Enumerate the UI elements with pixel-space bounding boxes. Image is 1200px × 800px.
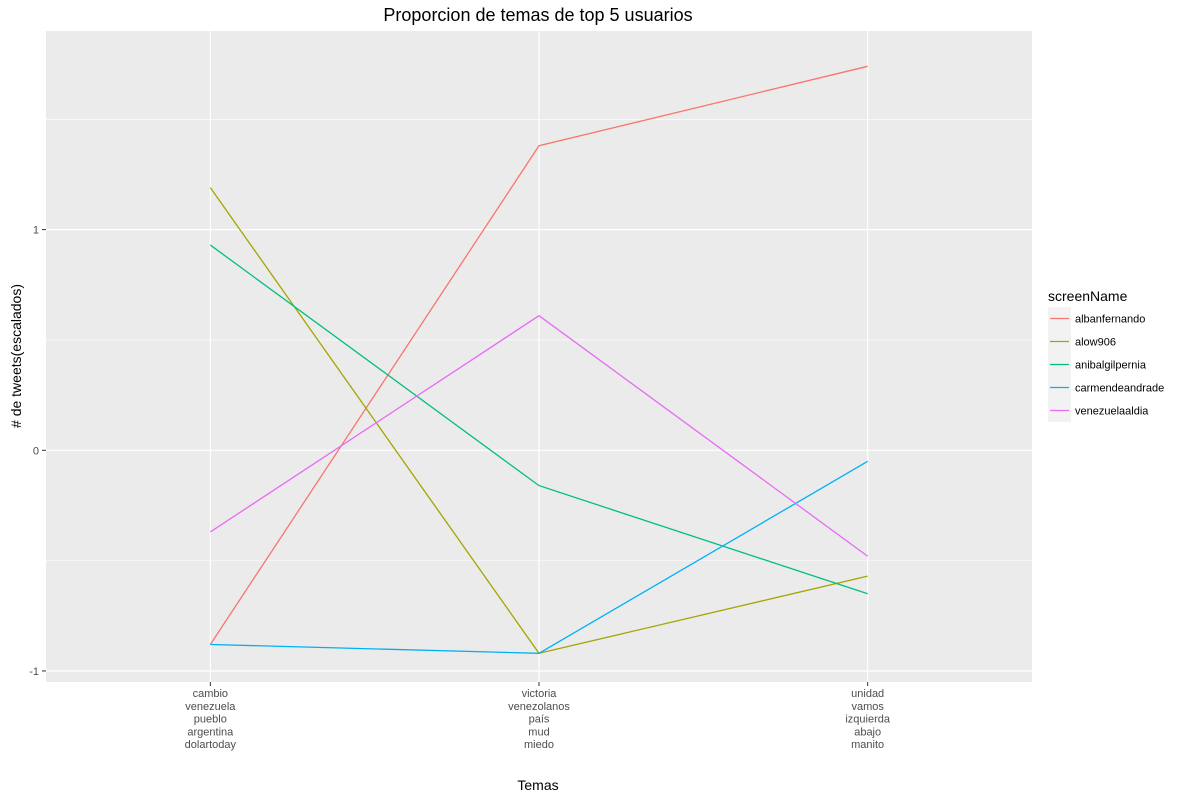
legend-label: albanfernando	[1075, 314, 1145, 326]
y-tick-label: 1	[33, 225, 39, 237]
x-axis-ticks: cambio venezuela pueblo argentina dolartoday…	[185, 682, 891, 751]
y-tick-label: 0	[33, 445, 39, 457]
x-tick-label: victoria venezolanos país mud miedo	[508, 688, 570, 751]
legend-label: carmendeandrade	[1075, 383, 1164, 395]
series-lines	[209, 65, 869, 655]
chart-title: Proporcion de temas de top 5 usuarios	[383, 5, 692, 25]
y-axis-ticks: -1 0 1	[29, 225, 46, 678]
legend-label: venezuelaaldia	[1075, 406, 1149, 418]
x-tick-label: unidad vamos izquierda abajo manito	[845, 688, 891, 751]
x-axis-title: Temas	[517, 777, 558, 793]
legend-label: anibalgilpernia	[1075, 360, 1147, 372]
series-line-carmendeandrade	[210, 460, 868, 654]
major-gridlines	[46, 31, 1032, 682]
y-axis-title: # de tweets(escalados)	[8, 284, 24, 428]
legend-title: screenName	[1048, 288, 1128, 304]
series-line-anibalgilpernia	[209, 244, 868, 595]
series-line-venezuelaaldia	[209, 314, 869, 557]
legend: screenName albanfernando alow906 anibalgil…	[1048, 288, 1164, 422]
series-line-albanfernando	[209, 65, 868, 645]
x-tick-label: cambio venezuela pueblo argentina dolartoday	[185, 688, 237, 751]
legend-label: alow906	[1075, 337, 1116, 349]
y-tick-label: -1	[29, 666, 39, 678]
